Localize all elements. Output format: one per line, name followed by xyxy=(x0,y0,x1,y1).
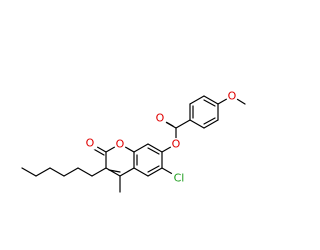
atom-label: O xyxy=(172,138,181,151)
atom-label: Cl xyxy=(174,172,185,185)
atom-label: O xyxy=(116,138,125,151)
atom-labels: O O O O O Cl xyxy=(86,90,238,185)
atom-label: O xyxy=(156,112,165,125)
atom-label: O xyxy=(86,137,95,150)
molecule-diagram: O O O O O Cl xyxy=(21,90,246,193)
bonds xyxy=(21,95,246,193)
atom-label: O xyxy=(228,90,237,103)
